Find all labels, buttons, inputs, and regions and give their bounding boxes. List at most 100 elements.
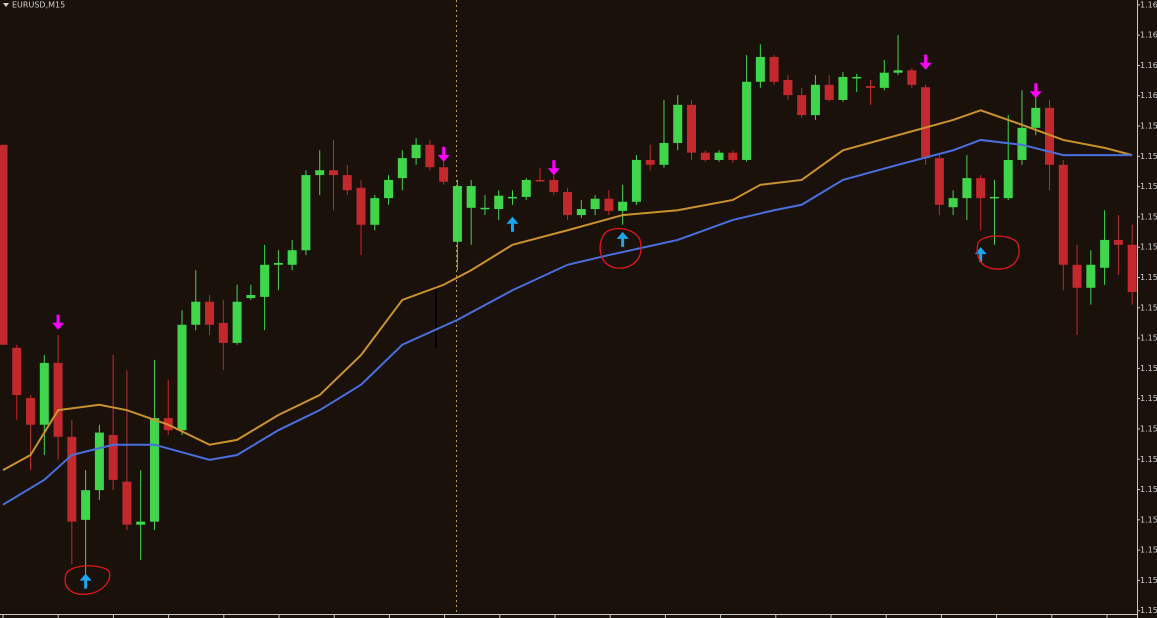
candle-body — [342, 175, 352, 191]
candle-body — [1045, 107, 1055, 165]
candle-body — [728, 152, 738, 160]
candle-body — [714, 152, 724, 160]
candle-body — [797, 95, 807, 116]
y-tick-label: 1.15 — [1140, 606, 1157, 615]
y-tick-label: 1.15 — [1140, 182, 1157, 191]
y-tick-label: 1.15 — [1140, 364, 1157, 373]
candle-body — [1113, 239, 1123, 245]
y-tick-label: 1.15 — [1140, 515, 1157, 524]
candle-body — [273, 262, 283, 265]
candle-body — [370, 198, 380, 225]
candle-body — [0, 144, 8, 345]
y-tick-label: 1.15 — [1140, 243, 1157, 252]
candle-body — [824, 84, 834, 100]
y-tick-label: 1.16 — [1140, 91, 1157, 100]
candle-body — [108, 435, 118, 480]
candle-body — [177, 324, 187, 431]
candle-body — [136, 521, 146, 525]
moving-average — [2, 138, 1133, 506]
y-tick-label: 1.15 — [1140, 394, 1157, 403]
candle-body — [246, 295, 256, 299]
candle-body — [576, 209, 586, 216]
candle-body — [907, 70, 917, 85]
candle-body — [466, 186, 476, 208]
candle-body — [631, 159, 641, 202]
candle-body — [976, 178, 986, 199]
y-tick-label: 1.15 — [1140, 546, 1157, 555]
candle-body — [301, 175, 311, 251]
candle-body — [494, 195, 504, 210]
candle-body — [948, 198, 958, 208]
candle-body — [507, 196, 517, 199]
candle-body — [480, 207, 490, 210]
candle-body — [81, 490, 91, 520]
candle-body — [122, 481, 132, 525]
sell-arrow — [52, 314, 65, 330]
candle-body — [810, 84, 820, 116]
y-tick-label: 1.16 — [1140, 61, 1157, 70]
candle-body — [67, 436, 77, 522]
chart-title: EURUSD,M15 — [12, 1, 65, 10]
candle-body — [232, 301, 242, 343]
candle-body — [1100, 239, 1110, 268]
y-tick-label: 1.15 — [1140, 152, 1157, 161]
candle-body — [604, 198, 614, 211]
candle-body — [384, 179, 394, 199]
moving-average — [2, 109, 1133, 472]
candle-body — [769, 56, 779, 82]
candle-body — [521, 179, 531, 197]
candle-body — [783, 79, 793, 96]
annotations — [64, 227, 1020, 595]
buy-arrow — [506, 216, 519, 232]
candle-body — [962, 178, 972, 199]
candle-body — [838, 76, 848, 100]
candle-body — [26, 398, 36, 425]
y-tick-label: 1.15 — [1140, 576, 1157, 585]
candle-body — [934, 158, 944, 205]
candle-body — [879, 72, 889, 88]
candle-body — [12, 347, 22, 396]
candle-body — [425, 144, 435, 168]
candle-body — [659, 142, 669, 165]
candle-body — [315, 170, 325, 176]
candle-body — [218, 322, 228, 343]
title-arrow[interactable] — [3, 3, 9, 7]
candle-body — [411, 144, 421, 159]
candle-body — [535, 179, 545, 182]
sell-arrow — [1029, 83, 1042, 99]
hand-circle — [64, 565, 111, 595]
candle-body — [397, 158, 407, 179]
candle-body — [53, 362, 63, 437]
candle-body — [94, 432, 104, 491]
candle-body — [618, 201, 628, 211]
candle-body — [260, 264, 270, 297]
candle-body — [439, 167, 449, 182]
candle-body — [687, 104, 696, 153]
y-tick-label: 1.15 — [1140, 424, 1157, 433]
candle-body — [563, 192, 573, 216]
y-tick-label: 1.15 — [1140, 273, 1157, 282]
candle-body — [921, 87, 931, 159]
y-tick-label: 1.15 — [1140, 212, 1157, 221]
y-tick-label: 1.15 — [1140, 303, 1157, 312]
candle-body — [328, 170, 338, 176]
candle-body — [1086, 264, 1096, 288]
y-tick-label: 1.15 — [1140, 455, 1157, 464]
candle-body — [645, 159, 655, 165]
candle-body — [549, 179, 559, 193]
sell-arrow — [437, 146, 450, 162]
hand-circle — [976, 235, 1020, 270]
y-tick-label: 1.15 — [1140, 485, 1157, 494]
candle-body — [893, 70, 903, 73]
candle-body — [866, 86, 876, 88]
candle-body — [287, 250, 297, 265]
sell-arrow — [547, 160, 560, 176]
candle-body — [989, 196, 999, 199]
candle-body — [1127, 244, 1137, 293]
candle-body — [700, 152, 710, 160]
y-tick-label: 1.16 — [1140, 31, 1157, 40]
sell-arrow — [919, 54, 932, 70]
